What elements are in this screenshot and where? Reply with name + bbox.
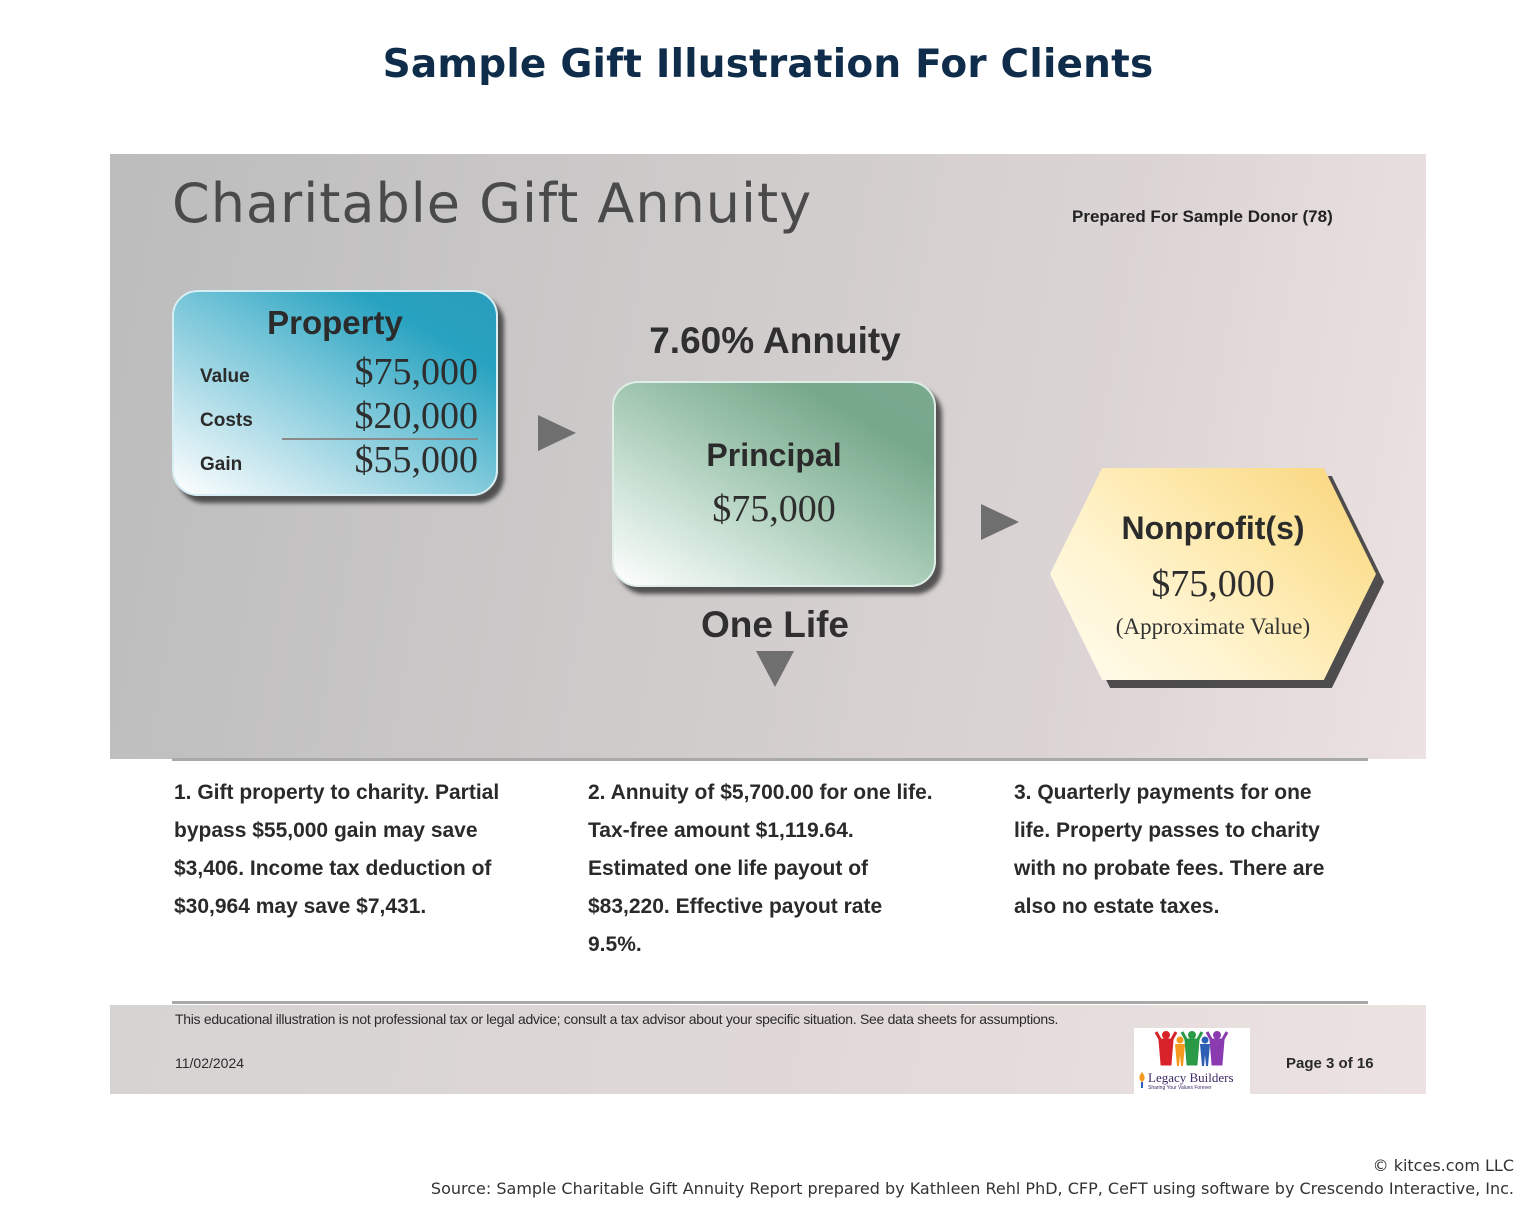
step-1-text: 1. Gift property to charity. Partial byp… <box>174 781 500 918</box>
divider <box>172 1001 1368 1004</box>
property-title: Property <box>267 304 403 341</box>
principal-box: Principal $75,000 <box>612 381 936 587</box>
report-date: 11/02/2024 <box>175 1055 245 1071</box>
nonprofit-title: Nonprofit(s) <box>1121 510 1305 546</box>
nonprofit-hexagon: Nonprofit(s) $75,000 (Approximate Value) <box>1050 468 1386 688</box>
arrow-right-icon <box>538 415 576 451</box>
property-row-value: Value $75,000 <box>200 350 478 394</box>
torch-icon <box>1139 1072 1145 1088</box>
logo-name: Legacy Builders <box>1148 1070 1234 1085</box>
subtotal-rule <box>282 438 478 440</box>
step-2-text: 2. Annuity of $5,700.00 for one life. Ta… <box>588 781 933 956</box>
annuity-diagram: Charitable Gift Annuity Prepared For Sam… <box>110 154 1426 759</box>
prepared-for-label: Prepared For Sample Donor (78) <box>1072 207 1333 226</box>
page-number: Page 3 of 16 <box>1286 1055 1374 1072</box>
principal-title: Principal <box>706 437 842 473</box>
arrow-right-icon <box>981 504 1019 540</box>
property-amount: $75,000 <box>354 351 479 393</box>
nonprofit-value: $75,000 <box>1151 563 1275 605</box>
page-title: Sample Gift Illustration For Clients <box>382 42 1154 87</box>
slide-title: Charitable Gift Annuity <box>172 172 813 235</box>
annuity-term-label: One Life <box>700 604 850 645</box>
annuity-rate-label: 7.60% Annuity <box>649 320 901 361</box>
arrow-down-icon <box>756 651 794 687</box>
property-row-gain: Gain $55,000 <box>200 438 478 482</box>
hexagon-shape: Nonprofit(s) $75,000 (Approximate Value) <box>1050 468 1376 680</box>
property-label: Gain <box>200 454 243 475</box>
divider <box>172 758 1368 761</box>
property-amount: $20,000 <box>354 395 479 437</box>
property-label: Value <box>200 366 250 387</box>
nonprofit-note: (Approximate Value) <box>1115 614 1311 639</box>
legacy-builders-logo: Legacy Builders Sharing Your Values Fore… <box>1134 1028 1250 1094</box>
logo-tagline: Sharing Your Values Forever <box>1148 1085 1212 1091</box>
property-amount: $55,000 <box>354 439 479 481</box>
people-figures-icon <box>1154 1031 1229 1066</box>
step-3-text: 3. Quarterly payments for one life. Prop… <box>1014 781 1325 918</box>
copyright: © kitces.com LLC <box>1372 1156 1514 1175</box>
disclaimer-text: This educational illustration is not pro… <box>175 1011 1059 1027</box>
principal-value: $75,000 <box>712 488 836 530</box>
property-label: Costs <box>200 410 253 431</box>
property-row-costs: Costs $20,000 <box>200 394 478 438</box>
source-credit: Source: Sample Charitable Gift Annuity R… <box>430 1179 1514 1198</box>
property-box: Property Value $75,000 Costs $20,000 Gai… <box>172 290 498 496</box>
